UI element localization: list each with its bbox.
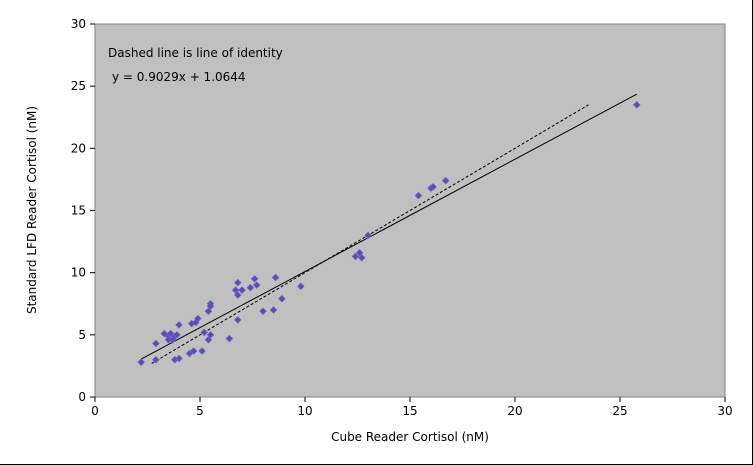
y-tick-label: 10: [71, 266, 86, 280]
data-point: [429, 183, 437, 191]
data-point: [200, 328, 208, 337]
y-axis-ticks: 0 5 10 15 20 25 30: [71, 17, 95, 404]
data-point: [234, 291, 242, 299]
data-point: [137, 358, 145, 366]
data-point: [259, 307, 267, 315]
y-tick-label: 5: [78, 328, 86, 342]
data-point: [269, 306, 278, 314]
data-point: [204, 336, 213, 344]
data-point: [351, 252, 360, 261]
x-axis-ticks: 0 5 10 15 20 25 30: [91, 397, 733, 418]
data-point: [246, 283, 255, 292]
data-point: [234, 316, 242, 324]
x-tick-label: 5: [196, 404, 204, 418]
data-point: [189, 347, 198, 355]
data-point: [271, 273, 280, 282]
data-point: [204, 307, 213, 315]
data-point: [364, 231, 372, 240]
y-tick-label: 20: [71, 141, 86, 155]
x-tick-label: 0: [91, 404, 99, 418]
data-point: [441, 176, 450, 185]
data-point: [414, 191, 423, 200]
x-tick-label: 15: [402, 404, 417, 418]
data-point: [250, 275, 259, 283]
data-point: [194, 314, 202, 323]
data-point: [231, 286, 240, 294]
x-tick-label: 25: [612, 404, 627, 418]
data-point: [206, 331, 215, 339]
data-point: [225, 334, 234, 343]
y-tick-label: 0: [78, 390, 86, 404]
data-point: [173, 331, 181, 339]
annotation-identity-note: Dashed line is line of identity: [108, 46, 283, 60]
y-tick-label: 30: [71, 17, 86, 31]
data-point: [152, 355, 160, 364]
y-axis-title: Standard LFD Reader Cortisol (nM): [25, 106, 39, 314]
data-point: [234, 278, 242, 287]
data-point: [198, 347, 206, 355]
data-point: [175, 354, 183, 363]
data-point: [297, 282, 305, 291]
data-point: [633, 101, 641, 109]
y-tick-label: 15: [71, 204, 86, 218]
x-tick-label: 30: [717, 404, 732, 418]
data-point: [238, 286, 246, 294]
x-tick-label: 20: [507, 404, 522, 418]
trendline: [140, 93, 638, 360]
x-axis-title: Cube Reader Cortisol (nM): [331, 430, 489, 444]
data-point: [252, 281, 261, 289]
data-point: [357, 253, 366, 262]
y-tick-label: 25: [71, 79, 86, 93]
data-point: [355, 249, 364, 257]
data-points: [137, 101, 641, 366]
annotation-regression-equation: y = 0.9029x + 1.0644: [112, 70, 246, 84]
data-point: [278, 295, 286, 303]
x-tick-label: 10: [297, 404, 312, 418]
data-point: [175, 321, 183, 329]
data-point: [152, 339, 160, 348]
data-point: [206, 302, 215, 311]
